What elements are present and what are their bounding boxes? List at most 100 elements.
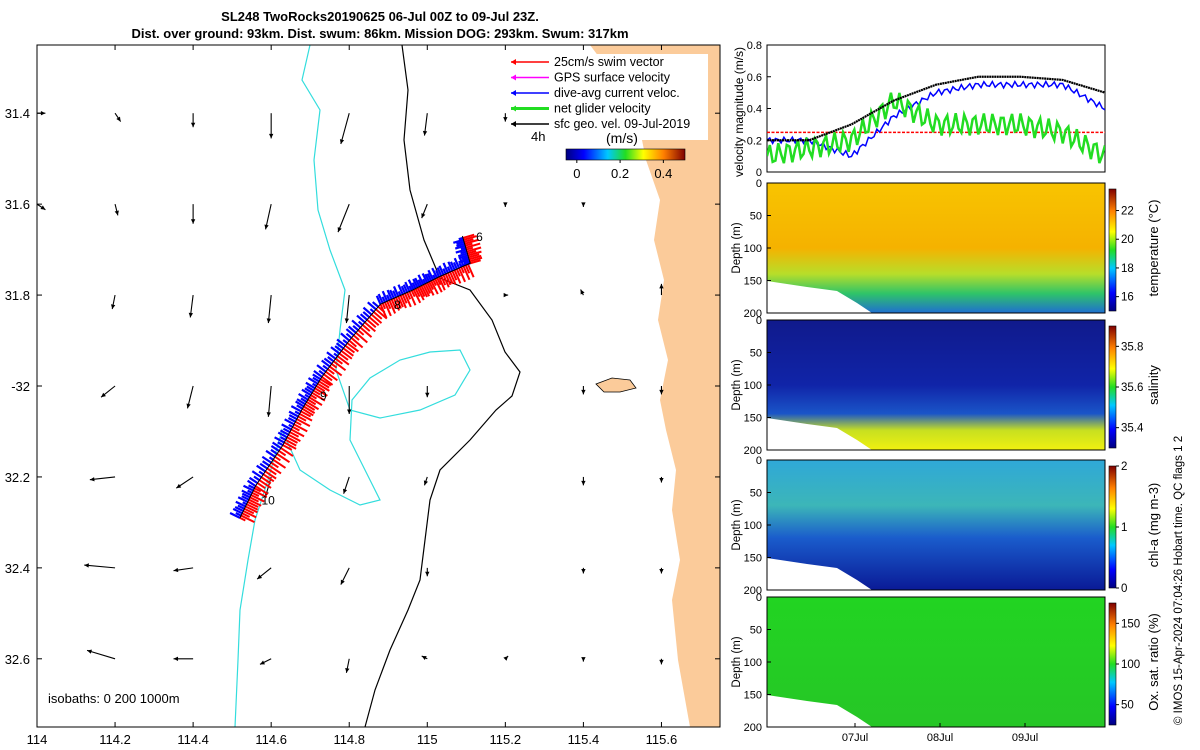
current-vector: [296, 398, 306, 406]
current-vector: [284, 418, 295, 426]
swim-vector: [308, 396, 323, 406]
swim-vector: [283, 441, 297, 450]
current-vector: [294, 410, 301, 415]
day-label: 6: [476, 230, 483, 244]
geo-velocity-arrow: [581, 386, 586, 395]
colorbar-tick-label: 16: [1121, 292, 1134, 304]
colorbar-tick-label: 35.6: [1121, 382, 1143, 394]
swim-vector: [252, 489, 268, 499]
swim-vector: [364, 321, 376, 333]
velocity-series-line: [767, 92, 1105, 164]
colorbar-label: temperature (°C): [1146, 200, 1161, 297]
swim-vector: [287, 433, 301, 442]
velocity-y-tick-label: 0.2: [747, 135, 762, 147]
swim-vector: [274, 455, 281, 462]
arrow-head: [503, 202, 508, 207]
depth-axis-label: Depth (m): [731, 359, 743, 410]
arrow-head: [266, 318, 271, 324]
current-vector: [453, 257, 461, 269]
swim-vector: [334, 357, 343, 365]
swim-vector: [442, 274, 450, 288]
swim-vector: [333, 360, 347, 372]
geo-velocity-arrow: [659, 386, 664, 395]
swim-vector: [304, 403, 316, 411]
current-vector: [352, 325, 359, 331]
legend-label: 25cm/s swim vector: [554, 55, 664, 69]
depth-tick-label: 150: [744, 413, 762, 425]
current-vector: [442, 262, 449, 274]
arrow-head: [340, 579, 345, 585]
current-vector: [298, 392, 309, 401]
current-vector: [235, 500, 247, 508]
swim-vector: [438, 276, 446, 291]
current-vector: [453, 238, 464, 244]
colorbar-label: chl-a (mg m-3): [1146, 483, 1161, 568]
colorbar-label: salinity: [1146, 365, 1161, 405]
swim-vector: [314, 387, 328, 397]
depth-tick-label: 50: [750, 488, 762, 500]
current-vector: [460, 246, 467, 251]
arrow-head: [344, 318, 350, 324]
colorbar-tick-label: 35.8: [1121, 341, 1143, 353]
title-line-2: Dist. over ground: 93km. Dist. swum: 86k…: [131, 26, 629, 41]
current-vector: [458, 236, 464, 241]
map-y-tick-label: 31.8: [5, 288, 30, 303]
no-data-region: [767, 418, 872, 450]
current-vector: [246, 479, 257, 487]
current-vector: [290, 405, 302, 413]
swim-vector: [243, 507, 255, 515]
geo-velocity-arrow: [84, 563, 116, 569]
colorbar-tick-label: 0: [1121, 583, 1127, 595]
swim-vector: [292, 426, 300, 432]
geo-velocity-arrow: [190, 204, 196, 224]
depth-tick-label: 150: [744, 553, 762, 565]
map-y-tick-label: 32.6: [5, 652, 30, 667]
current-vector: [454, 244, 466, 250]
arrow-head: [339, 139, 345, 144]
swim-vector: [359, 326, 373, 338]
swim-vector: [242, 510, 257, 519]
arrow-shaft: [345, 295, 350, 324]
current-vector: [381, 296, 386, 303]
current-vector: [323, 357, 333, 365]
arrow-head: [87, 649, 92, 654]
swim-vector: [467, 250, 482, 257]
arrow-shaft: [340, 113, 350, 145]
current-vector: [305, 381, 316, 390]
arrow-head: [425, 571, 430, 577]
velocity-y-tick-label: 0.8: [747, 40, 762, 52]
colorbar-tick-label: 50: [1121, 700, 1134, 712]
depth-tick-label: 50: [750, 348, 762, 360]
arrow-head: [116, 116, 121, 122]
swim-vector: [303, 405, 316, 414]
swim-vector: [440, 275, 447, 286]
swim-vector: [412, 289, 422, 304]
current-vector: [274, 436, 285, 444]
geo-velocity-arrow: [36, 203, 46, 211]
geo-velocity-arrow: [176, 476, 194, 489]
swim-vector: [311, 391, 326, 402]
current-vector: [447, 261, 454, 272]
velocity-series: [767, 75, 1105, 164]
arrow-head: [659, 568, 664, 574]
swim-vector: [247, 501, 259, 508]
depth-tick-label: 0: [756, 592, 762, 604]
current-vector: [327, 356, 335, 363]
swim-vector: [453, 269, 462, 284]
current-vector: [345, 328, 355, 337]
swim-vector: [245, 505, 258, 514]
swim-vector: [418, 286, 426, 298]
arrow-head: [659, 283, 664, 289]
current-vector: [446, 266, 452, 273]
current-vector: [279, 436, 287, 441]
swim-vector: [395, 296, 402, 309]
swim-vector: [426, 282, 435, 296]
geo-velocity-arrow: [186, 385, 194, 409]
swim-vector: [289, 431, 300, 438]
swim-vector: [432, 279, 437, 287]
geo-velocity-arrow: [423, 476, 428, 486]
swim-vector: [329, 365, 343, 377]
depth-axis-label: Depth (m): [731, 222, 743, 273]
time-tick-label: 09Jul: [1012, 732, 1038, 744]
current-vector: [272, 441, 282, 449]
